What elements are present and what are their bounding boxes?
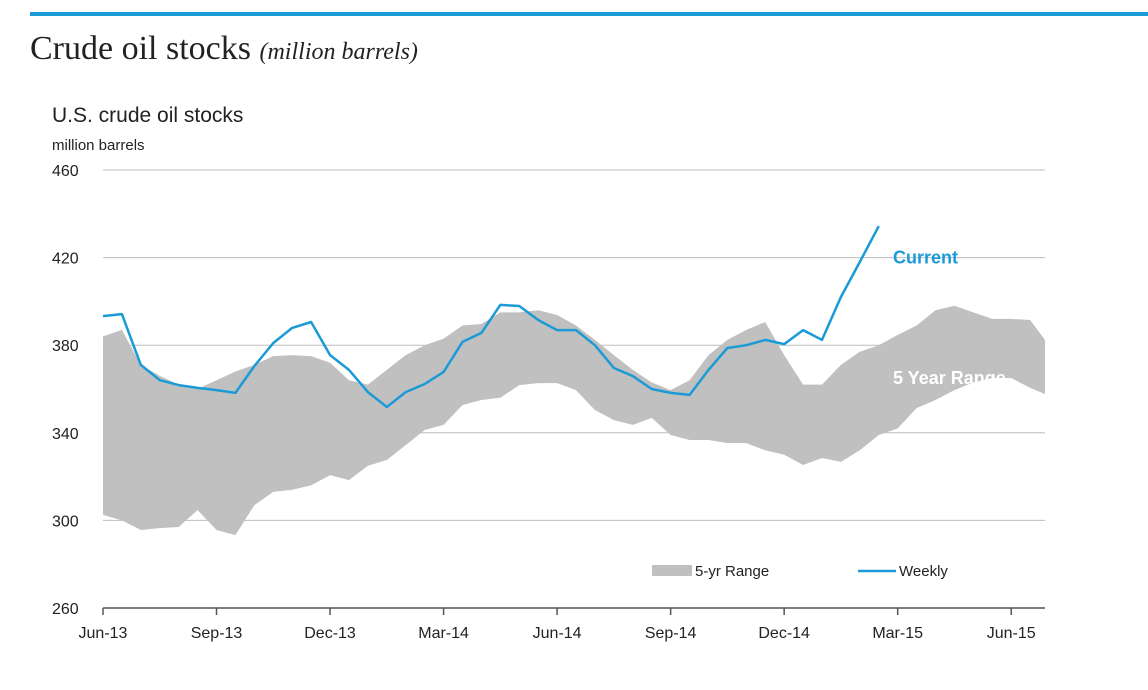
annotation-label: 5 Year Range xyxy=(893,368,1006,388)
legend-label-range: 5-yr Range xyxy=(695,563,769,580)
legend: 5-yr Range Weekly xyxy=(652,563,948,580)
annotation-label: Current xyxy=(893,248,958,268)
x-tick-label: Dec-13 xyxy=(304,625,356,642)
x-tick-label: Sep-14 xyxy=(645,625,697,642)
x-tick-label: Jun-15 xyxy=(987,625,1036,642)
heading-text: Crude oil stocks xyxy=(30,30,251,67)
x-tick-label: Dec-14 xyxy=(758,625,810,642)
x-tick-label: Sep-13 xyxy=(191,625,243,642)
y-tick-label: 340 xyxy=(52,426,79,443)
chart-title: U.S. crude oil stocks xyxy=(52,104,243,127)
legend-label-weekly: Weekly xyxy=(899,563,948,580)
five-year-range-band xyxy=(103,305,1045,536)
legend-swatch-range xyxy=(652,565,692,576)
page-heading: Crude oil stocks (million barrels) xyxy=(30,30,418,68)
y-tick-label: 420 xyxy=(52,251,79,268)
x-tick-label: Mar-14 xyxy=(418,625,469,642)
y-axis-label: million barrels xyxy=(52,137,145,154)
y-tick-label: 460 xyxy=(52,163,79,180)
y-tick-label: 380 xyxy=(52,338,79,355)
x-tick-label: Jun-13 xyxy=(79,625,128,642)
y-tick-label: 300 xyxy=(52,513,79,530)
x-tick-label: Mar-15 xyxy=(872,625,923,642)
weekly-stocks-line xyxy=(102,225,880,409)
heading-unit: (million barrels) xyxy=(259,39,418,65)
top-accent-bar xyxy=(30,12,1148,16)
y-tick-label: 260 xyxy=(52,601,79,618)
x-tick-label: Jun-14 xyxy=(533,625,582,642)
